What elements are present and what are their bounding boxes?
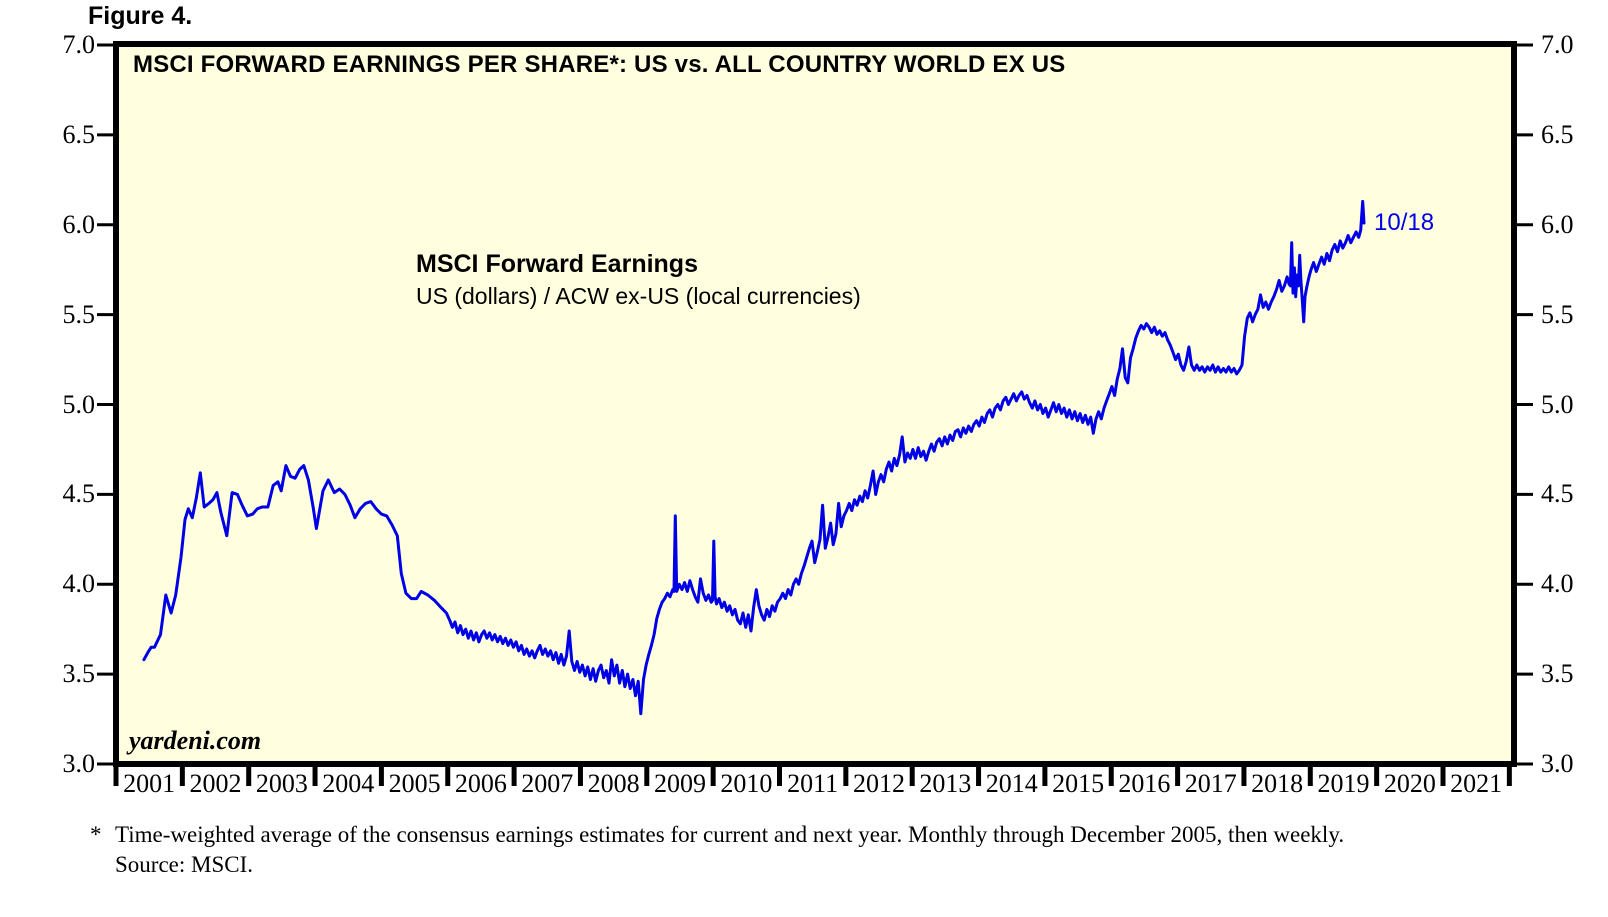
- y-axis-label-right: 5.0: [1541, 389, 1574, 419]
- y-axis-label-left: 5.0: [62, 389, 96, 419]
- x-axis-label: 2006: [454, 769, 507, 798]
- x-axis-label: 2014: [985, 769, 1038, 798]
- x-axis-label: 2007: [521, 769, 574, 798]
- y-axis-label-left: 3.5: [62, 659, 96, 689]
- footnote-asterisk: *: [90, 822, 102, 847]
- footnote-source: Source: MSCI.: [115, 852, 253, 877]
- x-axis-label: 2017: [1184, 769, 1237, 798]
- x-axis-label: 2020: [1383, 769, 1436, 798]
- x-axis-label: 2003: [255, 769, 308, 798]
- last-point-date-label: 10/18: [1374, 208, 1435, 236]
- y-axis-label-right: 3.0: [1541, 749, 1574, 778]
- y-axis-label-right: 4.5: [1541, 479, 1574, 509]
- y-axis-label-left: 3.0: [62, 749, 96, 778]
- x-axis-label: 2005: [388, 769, 441, 798]
- x-axis-label: 2016: [1118, 769, 1171, 798]
- x-axis-label: 2013: [919, 769, 972, 798]
- y-axis-label-right: 6.5: [1541, 119, 1574, 149]
- y-axis-label-left: 4.0: [62, 569, 96, 599]
- x-axis-label: 2019: [1317, 769, 1370, 798]
- x-axis-label: 2002: [189, 769, 242, 798]
- x-axis-label: 2008: [587, 769, 640, 798]
- x-axis-label: 2004: [322, 769, 375, 798]
- y-axis-label-right: 6.0: [1541, 209, 1574, 239]
- series-annotation-title: MSCI Forward Earnings: [416, 250, 698, 278]
- x-axis-label: 2011: [787, 769, 839, 798]
- x-axis-label: 2018: [1251, 769, 1304, 798]
- x-axis-label: 2010: [720, 769, 773, 798]
- plot-area: [113, 41, 1517, 767]
- x-axis-label: 2012: [853, 769, 906, 798]
- y-axis-label-left: 4.5: [62, 479, 96, 509]
- y-axis-label-left: 7.0: [62, 30, 96, 59]
- footnote-text: Time-weighted average of the consensus e…: [115, 822, 1345, 847]
- x-axis-label: 2015: [1052, 769, 1105, 798]
- y-axis-label-right: 5.5: [1541, 299, 1574, 329]
- figure-label: Figure 4.: [88, 2, 193, 30]
- y-axis-label-left: 6.5: [62, 119, 96, 149]
- y-axis-label-right: 7.0: [1541, 30, 1574, 59]
- series-annotation-subtitle: US (dollars) / ACW ex-US (local currenci…: [416, 283, 861, 309]
- x-axis-label: 2001: [123, 769, 176, 798]
- y-axis-label-right: 3.5: [1541, 659, 1574, 689]
- x-axis-label: 2021: [1450, 769, 1503, 798]
- y-axis-label-left: 5.5: [62, 299, 96, 329]
- yardeni-watermark: yardeni.com: [129, 726, 262, 755]
- y-axis-label-right: 4.0: [1541, 569, 1574, 599]
- chart-title: MSCI FORWARD EARNINGS PER SHARE*: US vs.…: [133, 51, 1066, 78]
- x-axis-label: 2009: [653, 769, 706, 798]
- y-axis-label-left: 6.0: [62, 209, 96, 239]
